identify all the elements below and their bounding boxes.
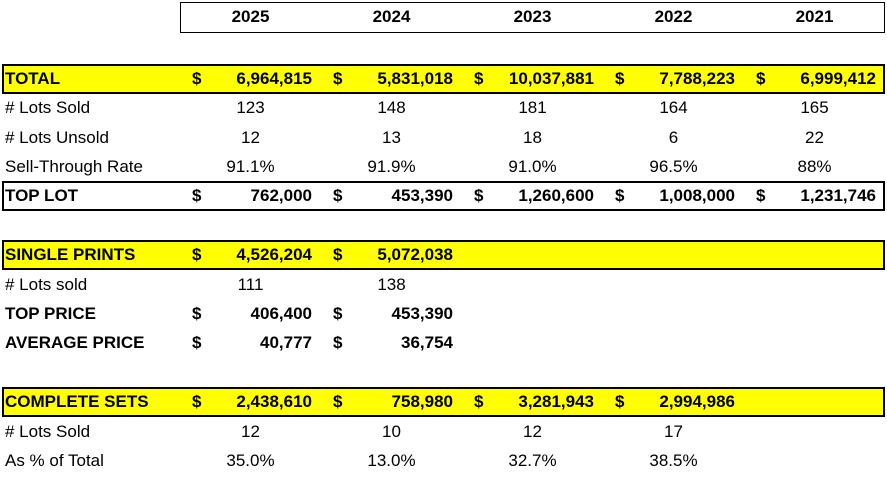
row-label: TOP LOT xyxy=(5,186,79,206)
highlight-band xyxy=(2,240,885,271)
row-label: TOTAL xyxy=(5,68,61,88)
amount: 1,008,000 xyxy=(659,186,735,206)
highlight-band xyxy=(2,387,885,418)
currency-sign: $ xyxy=(192,245,202,265)
currency-sign: $ xyxy=(756,186,766,206)
currency-sign: $ xyxy=(333,68,343,88)
amount: 5,831,018 xyxy=(377,68,453,88)
row-box xyxy=(2,181,885,212)
currency-sign: $ xyxy=(474,392,484,412)
amount: 1,231,746 xyxy=(800,186,876,206)
currency-sign: $ xyxy=(474,186,484,206)
amount: 1,260,600 xyxy=(518,186,594,206)
currency-sign: $ xyxy=(615,68,625,88)
year-header: 2022 xyxy=(654,7,693,26)
cell-value: 17 xyxy=(664,421,683,441)
cell-value: 91.0% xyxy=(508,157,557,176)
amount: 3,281,943 xyxy=(518,392,594,412)
cell-value: 13.0% xyxy=(367,451,416,470)
amount: 6,964,815 xyxy=(236,68,312,88)
currency-sign: $ xyxy=(192,333,202,353)
cell-value: 111 xyxy=(237,274,264,294)
amount: 5,072,038 xyxy=(377,245,453,265)
cell-value: 181 xyxy=(518,98,547,118)
cell-value: 91.1% xyxy=(226,157,275,176)
row-label: TOP PRICE xyxy=(5,304,97,323)
cell-value: 123 xyxy=(236,98,265,118)
currency-sign: $ xyxy=(615,186,625,206)
year-header: 2023 xyxy=(513,7,552,26)
currency-sign: $ xyxy=(333,333,343,353)
cell-value: 148 xyxy=(377,98,406,118)
currency-sign: $ xyxy=(192,186,202,206)
cell-value: 138 xyxy=(377,274,406,294)
amount: 40,777 xyxy=(260,333,312,353)
currency-sign: $ xyxy=(192,392,202,412)
amount: 406,400 xyxy=(250,304,312,323)
cell-value: 96.5% xyxy=(649,157,698,176)
year-header: 2024 xyxy=(372,7,411,26)
currency-sign: $ xyxy=(333,392,343,412)
row-label: # Lots Sold xyxy=(5,98,91,118)
year-header: 2025 xyxy=(231,7,270,26)
amount: 36,754 xyxy=(401,333,453,353)
currency-sign: $ xyxy=(333,245,343,265)
cell-value: 32.7% xyxy=(508,451,557,470)
row-label: # Lots Sold xyxy=(5,421,91,441)
amount: 2,438,610 xyxy=(236,392,312,412)
amount: 7,788,223 xyxy=(659,68,735,88)
currency-sign: $ xyxy=(333,304,343,323)
cell-value: 35.0% xyxy=(226,451,275,470)
cell-value: 88% xyxy=(797,157,832,176)
cell-value: 165 xyxy=(800,98,829,118)
highlight-band xyxy=(2,63,885,94)
currency-sign: $ xyxy=(192,304,202,323)
year-header: 2021 xyxy=(795,7,834,26)
row-label: Sell-Through Rate xyxy=(5,157,143,176)
amount: 2,994,986 xyxy=(659,392,735,412)
amount: 6,999,412 xyxy=(800,68,876,88)
currency-sign: $ xyxy=(615,392,625,412)
amount: 762,000 xyxy=(250,186,312,206)
cell-value: 12 xyxy=(241,127,260,147)
amount: 4,526,204 xyxy=(236,245,312,265)
amount: 758,980 xyxy=(391,392,453,412)
row-label: COMPLETE SETS xyxy=(5,392,149,412)
cell-value: 13 xyxy=(382,127,401,147)
row-label: # Lots Unsold xyxy=(5,127,109,147)
cell-value: 18 xyxy=(523,127,542,147)
amount: 453,390 xyxy=(391,186,453,206)
currency-sign: $ xyxy=(192,68,202,88)
row-label: AVERAGE PRICE xyxy=(5,333,145,353)
currency-sign: $ xyxy=(474,68,484,88)
row-label: SINGLE PRINTS xyxy=(5,245,136,265)
currency-sign: $ xyxy=(333,186,343,206)
cell-value: 164 xyxy=(659,98,688,118)
cell-value: 10 xyxy=(382,421,401,441)
row-label: # Lots sold xyxy=(5,274,88,294)
amount: 10,037,881 xyxy=(508,68,594,88)
row-label: As % of Total xyxy=(5,451,104,470)
cell-value: 38.5% xyxy=(649,451,698,470)
amount: 453,390 xyxy=(391,304,453,323)
cell-value: 22 xyxy=(805,127,824,147)
cell-value: 12 xyxy=(241,421,260,441)
cell-value: 91.9% xyxy=(367,157,416,176)
header-box xyxy=(180,2,885,33)
cell-value: 6 xyxy=(668,127,679,147)
currency-sign: $ xyxy=(756,68,766,88)
cell-value: 12 xyxy=(523,421,542,441)
